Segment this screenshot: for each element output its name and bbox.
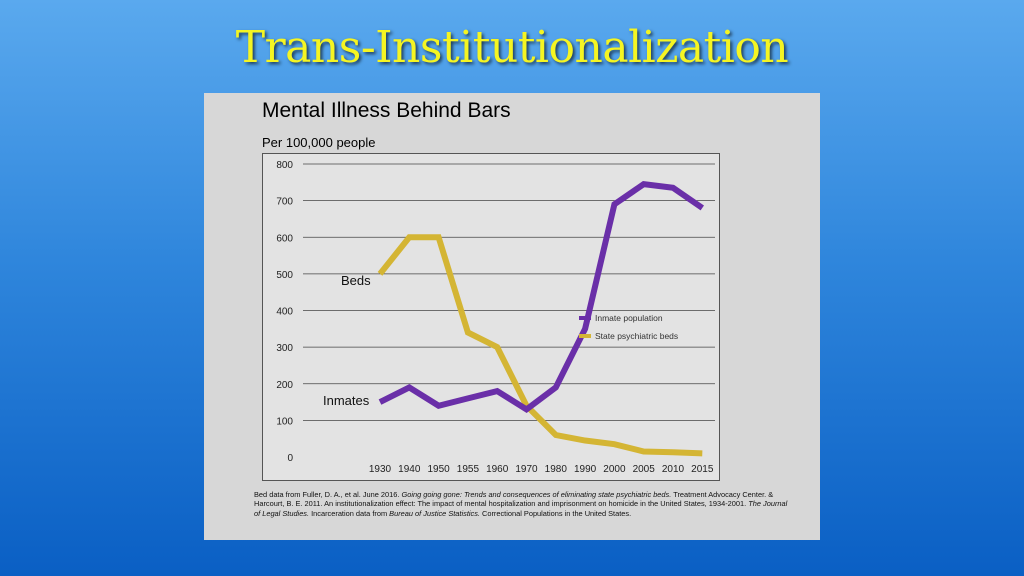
source-title: Going going gone: Trends and consequence… bbox=[401, 490, 672, 499]
x-tick-label: 1950 bbox=[427, 464, 450, 475]
x-tick-label: 2000 bbox=[603, 464, 626, 475]
x-tick-label: 1990 bbox=[574, 464, 597, 475]
series-line-inmate-population bbox=[378, 181, 704, 414]
y-tick-label: 400 bbox=[276, 307, 293, 318]
chart-panel: Mental Illness Behind Bars Per 100,000 p… bbox=[204, 93, 820, 540]
source-journal: The Journal of Legal Studies. bbox=[254, 499, 788, 518]
series-line-state-psychiatric-beds bbox=[377, 234, 703, 457]
slide-title: Trans-Institutionalization bbox=[235, 22, 789, 73]
source-note: Bed data from Fuller, D. A., et al. June… bbox=[254, 490, 794, 518]
x-tick-label: 1940 bbox=[398, 464, 421, 475]
y-tick-label: 300 bbox=[276, 343, 293, 354]
x-tick-label: 1955 bbox=[457, 464, 480, 475]
plot-area: 0 100 200 300 400 500 600 700 800 1930 1940 1950 195… bbox=[262, 153, 720, 481]
x-tick-label: 2010 bbox=[662, 464, 685, 475]
source-text: Incarceration data from bbox=[309, 508, 390, 518]
x-tick-label: 1980 bbox=[545, 464, 568, 475]
source-bureau: Bureau of Justice Statistics. bbox=[389, 508, 480, 518]
x-tick-label: 1960 bbox=[486, 464, 509, 475]
chart-subtitle: Per 100,000 people bbox=[262, 135, 376, 150]
source-text: Bed data from Fuller, D. A., et al. June… bbox=[254, 490, 402, 499]
legend-label: State psychiatric beds bbox=[595, 331, 678, 341]
y-tick-label: 500 bbox=[276, 270, 293, 281]
y-tick-label: 600 bbox=[276, 233, 293, 244]
annotation-beds: Beds bbox=[341, 273, 371, 288]
source-text: Correctional Populations in the United S… bbox=[479, 508, 632, 518]
x-tick-label: 2005 bbox=[633, 464, 656, 475]
x-tick-label: 1970 bbox=[515, 464, 538, 475]
legend-label: Inmate population bbox=[595, 313, 663, 323]
y-tick-label: 100 bbox=[276, 416, 293, 427]
annotation-inmates: Inmates bbox=[323, 393, 370, 408]
line-chart: 0 100 200 300 400 500 600 700 800 1930 1940 1950 195… bbox=[276, 160, 715, 475]
y-tick-label: 800 bbox=[276, 160, 293, 171]
x-tick-label: 1930 bbox=[369, 464, 392, 475]
chart-title: Mental Illness Behind Bars bbox=[262, 99, 511, 122]
y-tick-label: 200 bbox=[276, 380, 293, 391]
source-text: Treatment Advocacy Center. & Harcourt, B… bbox=[254, 490, 774, 509]
y-tick-label: 700 bbox=[276, 197, 293, 208]
x-tick-label: 2015 bbox=[691, 464, 714, 475]
y-tick-label: 0 bbox=[287, 453, 293, 464]
